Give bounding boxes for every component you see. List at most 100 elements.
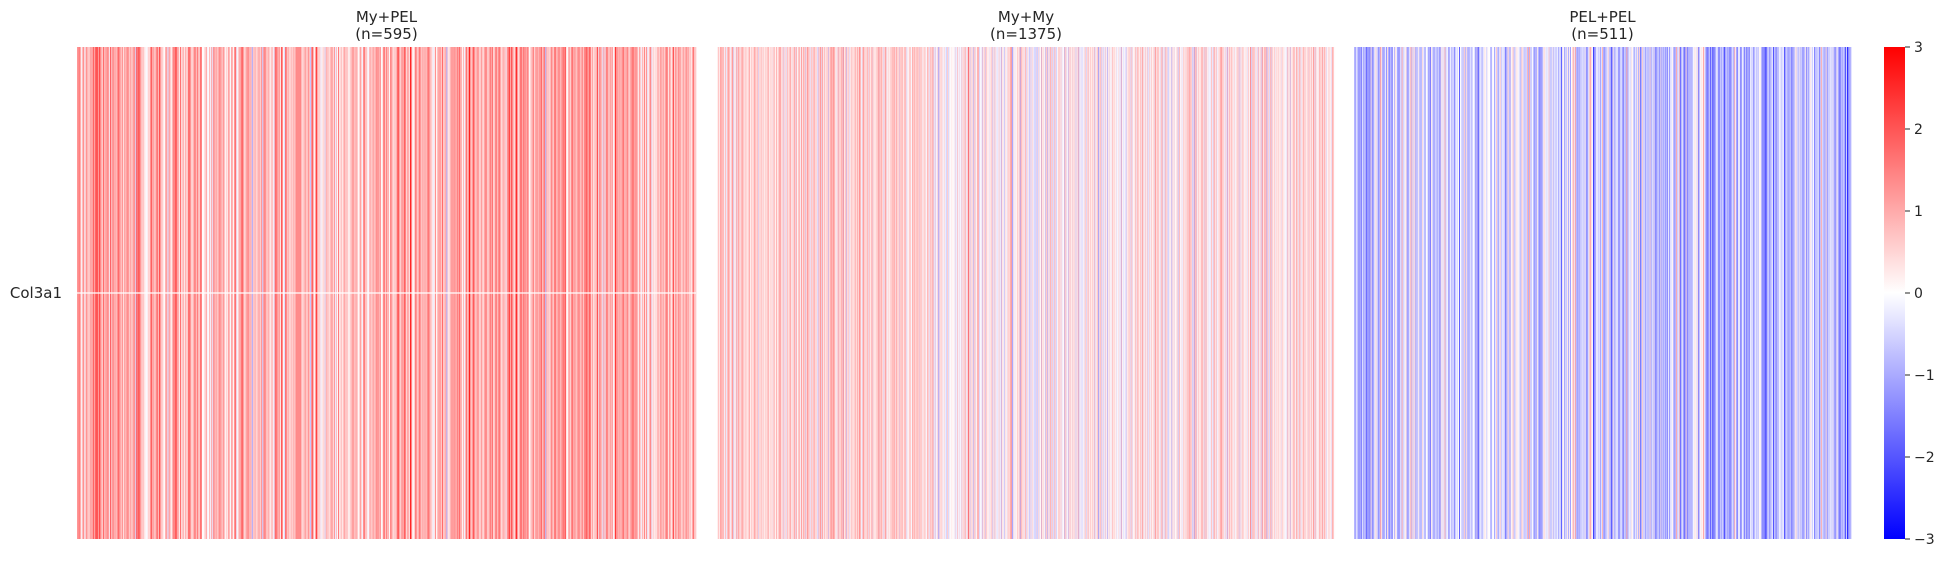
heatmap-cell bbox=[1266, 47, 1268, 539]
heatmap-cell bbox=[1281, 47, 1283, 539]
heatmap-cell bbox=[1232, 47, 1234, 539]
heatmap-cell bbox=[1197, 47, 1199, 539]
heatmap-cell bbox=[1777, 47, 1779, 539]
heatmap-cell bbox=[1589, 47, 1591, 539]
heatmap-cell bbox=[1321, 47, 1323, 539]
heatmap-cell bbox=[950, 47, 952, 539]
heatmap-cell bbox=[845, 47, 847, 539]
heatmap-cell bbox=[1016, 47, 1018, 539]
heatmap-cell bbox=[1176, 47, 1178, 539]
heatmap-cell bbox=[1035, 47, 1037, 539]
heatmap-cell bbox=[908, 47, 910, 539]
heatmap-cell bbox=[1060, 47, 1062, 539]
heatmap-cell bbox=[1812, 47, 1814, 539]
heatmap-cell bbox=[1803, 47, 1805, 539]
heatmap-cell bbox=[1584, 47, 1586, 539]
heatmap-cell bbox=[1761, 47, 1763, 539]
heatmap-cell bbox=[1201, 47, 1202, 539]
heatmap-cell bbox=[1295, 47, 1297, 539]
heatmap-cell bbox=[1397, 47, 1400, 539]
heatmap-cell bbox=[891, 47, 893, 539]
heatmap-cell bbox=[881, 47, 882, 539]
heatmap-cell bbox=[1750, 47, 1753, 539]
heatmap-cell bbox=[738, 47, 740, 539]
heatmap-cell bbox=[1138, 47, 1139, 539]
heatmap-cell bbox=[1532, 47, 1535, 539]
heatmap-cell bbox=[770, 47, 771, 539]
heatmap-cell bbox=[1241, 47, 1243, 539]
heatmap-cell bbox=[1034, 47, 1036, 539]
heatmap-cell bbox=[721, 47, 722, 539]
heatmap-cell bbox=[730, 47, 732, 539]
heatmap-cell bbox=[1693, 47, 1695, 539]
heatmap-cell bbox=[887, 47, 889, 539]
heatmap-cell bbox=[1109, 47, 1111, 539]
heatmap-cell bbox=[884, 47, 886, 539]
heatmap-cell bbox=[1399, 47, 1402, 539]
heatmap-cell bbox=[1443, 47, 1445, 539]
heatmap-cell bbox=[1506, 47, 1509, 539]
heatmap-cell bbox=[743, 47, 745, 539]
heatmap-cell bbox=[1092, 47, 1094, 539]
heatmap-cell bbox=[1527, 47, 1529, 539]
heatmap-cell bbox=[1837, 47, 1839, 539]
heatmap-cell bbox=[1112, 47, 1114, 539]
heatmap-cell bbox=[1256, 47, 1258, 539]
heatmap-cell bbox=[748, 47, 749, 539]
heatmap-cell bbox=[1553, 47, 1555, 539]
heatmap-cell bbox=[1120, 47, 1122, 539]
heatmap-cell bbox=[1700, 47, 1702, 539]
heatmap-cell bbox=[1036, 47, 1038, 539]
heatmap-cell bbox=[1485, 47, 1487, 539]
heatmap-cell bbox=[1167, 47, 1169, 539]
heatmap-cell bbox=[1436, 47, 1438, 539]
heatmap-cell bbox=[943, 47, 944, 539]
heatmap-cell bbox=[1262, 47, 1264, 539]
heatmap-cell bbox=[779, 47, 781, 539]
heatmap-cell bbox=[1063, 47, 1065, 539]
heatmap-cell bbox=[997, 47, 999, 539]
heatmap-cell bbox=[1237, 47, 1239, 539]
heatmap-cell bbox=[1393, 47, 1396, 539]
heatmap-cell bbox=[1012, 47, 1014, 539]
heatmap-cell bbox=[807, 47, 809, 539]
heatmap-cell bbox=[974, 47, 976, 539]
heatmap-cell bbox=[909, 47, 911, 539]
heatmap-cell bbox=[985, 47, 987, 539]
heatmap-cell bbox=[1458, 47, 1460, 539]
heatmap-cell bbox=[1108, 47, 1110, 539]
heatmap-cell bbox=[954, 47, 956, 539]
heatmap-cell bbox=[1032, 47, 1034, 539]
heatmap-cell bbox=[1191, 47, 1192, 539]
heatmap-cell bbox=[859, 47, 861, 539]
heatmap-cell bbox=[1094, 47, 1095, 539]
heatmap-cell bbox=[1490, 47, 1492, 539]
heatmap-cell bbox=[1091, 47, 1093, 539]
heatmap-cell bbox=[1124, 47, 1126, 539]
heatmap-cell bbox=[1203, 47, 1205, 539]
heatmap-cell bbox=[1832, 47, 1834, 539]
heatmap-cell bbox=[1061, 47, 1063, 539]
heatmap-cell bbox=[757, 47, 759, 539]
heatmap-cell bbox=[1289, 47, 1290, 539]
heatmap-cell bbox=[1157, 47, 1159, 539]
heatmap-cell bbox=[1191, 47, 1193, 539]
heatmap-cell bbox=[989, 47, 991, 539]
heatmap-cell bbox=[1452, 47, 1454, 539]
heatmap-cell bbox=[1204, 47, 1206, 539]
heatmap-cell bbox=[872, 47, 873, 539]
heatmap-cell bbox=[1560, 47, 1562, 539]
heatmap-cell bbox=[1196, 47, 1197, 539]
heatmap-cell bbox=[983, 47, 985, 539]
heatmap-cell bbox=[742, 47, 744, 539]
heatmap-cell bbox=[1147, 47, 1149, 539]
heatmap-cell bbox=[1322, 47, 1324, 539]
heatmap-cell bbox=[952, 47, 953, 539]
heatmap-cell bbox=[1330, 47, 1332, 539]
heatmap-cell bbox=[1126, 47, 1128, 539]
heatmap-cell bbox=[1457, 47, 1459, 539]
heatmap-cell bbox=[1248, 47, 1250, 539]
heatmap-cell bbox=[1140, 47, 1142, 539]
heatmap-cell bbox=[1476, 47, 1478, 539]
heatmap-cell bbox=[1332, 47, 1334, 539]
